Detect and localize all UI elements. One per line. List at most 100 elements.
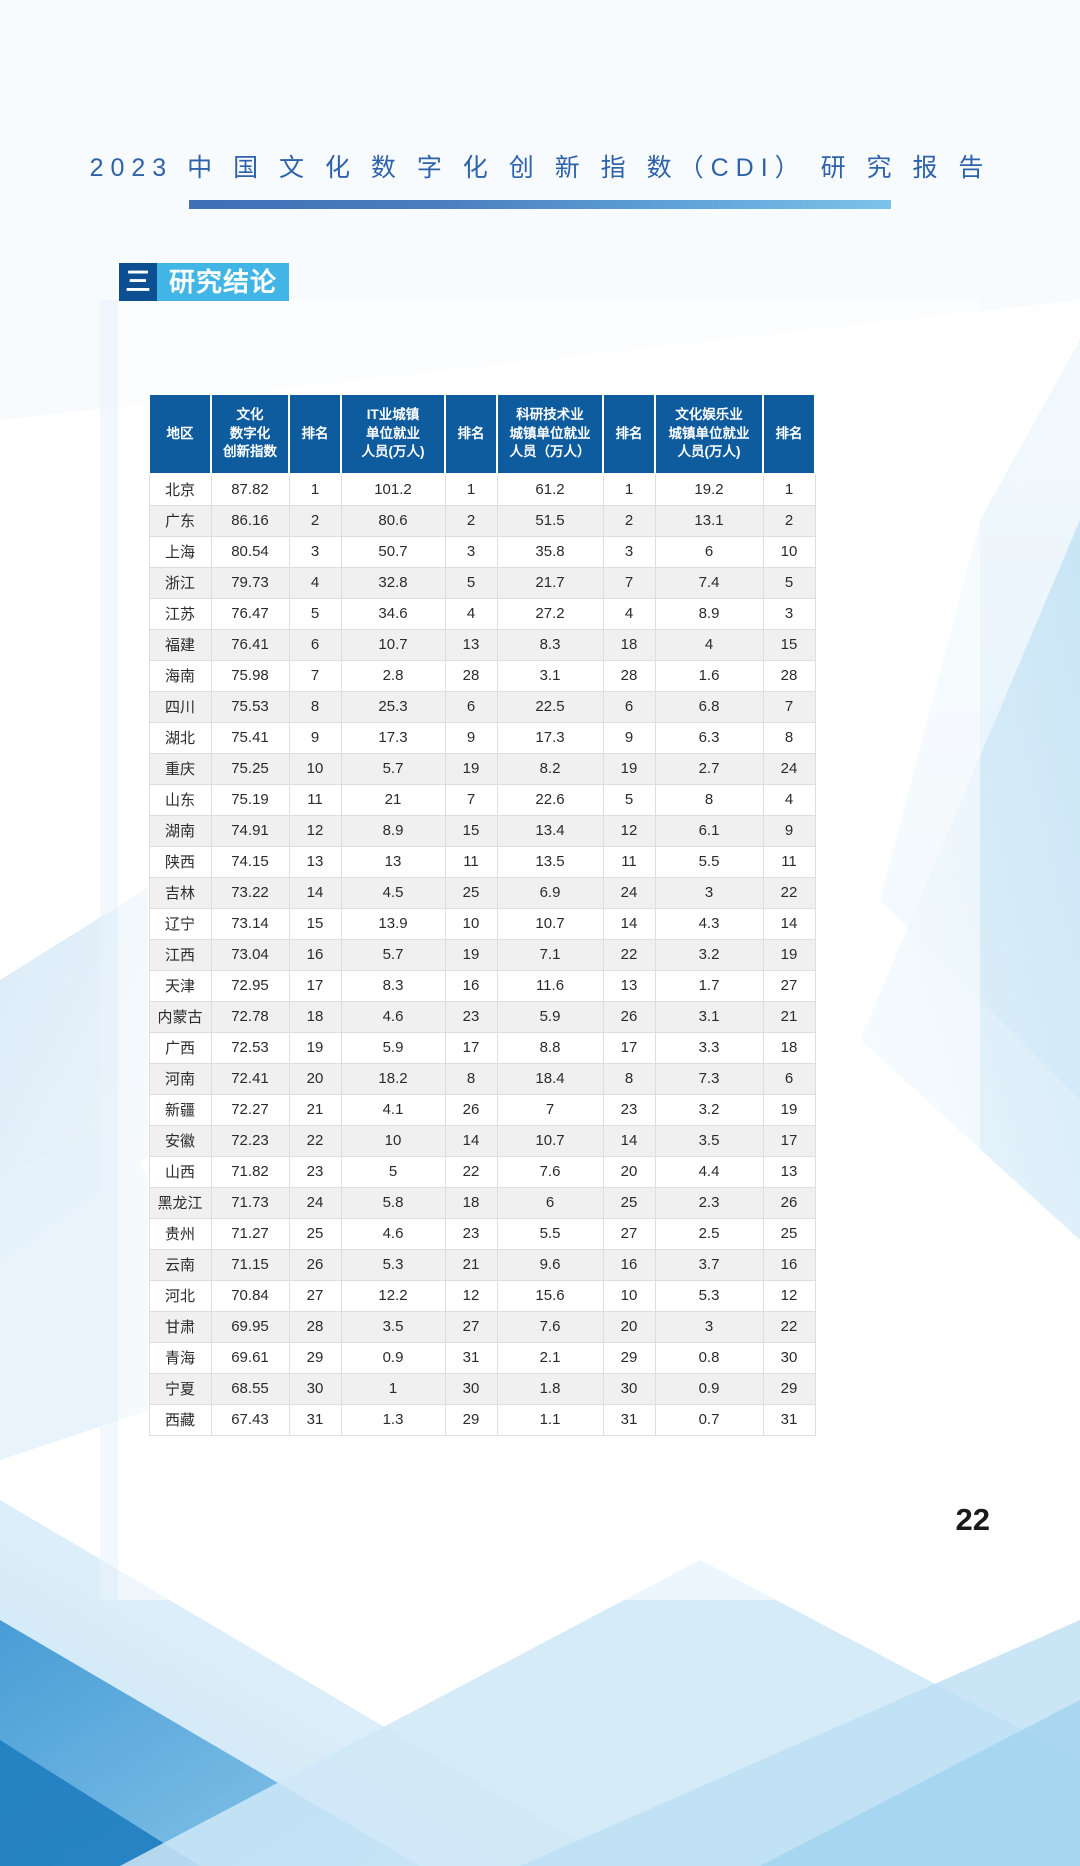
cell-value: 25: [288, 1217, 342, 1250]
table-row: 陕西 74.15 13 13 11 13.5 11 5.5 11: [148, 845, 816, 878]
cell-value: 7.6: [496, 1155, 604, 1188]
header-divider-rule: [189, 200, 891, 209]
cell-value: 13.4: [496, 814, 604, 847]
cell-value: 3.1: [654, 1000, 764, 1033]
cell-value: 25: [762, 1217, 816, 1250]
cell-value: 28: [602, 659, 656, 692]
cell-value: 25: [444, 876, 498, 909]
cell-value: 80.54: [210, 535, 290, 568]
cell-value: 5: [444, 566, 498, 599]
cell-value: 4.4: [654, 1155, 764, 1188]
cell-value: 10: [762, 535, 816, 568]
cell-value: 27: [288, 1279, 342, 1312]
table-row: 河南 72.41 20 18.2 8 18.4 8 7.3 6: [148, 1062, 816, 1095]
cell-value: 73.04: [210, 938, 290, 971]
cell-value: 24: [762, 752, 816, 785]
column-header-line: 单位就业: [366, 425, 420, 441]
cell-region: 贵州: [148, 1217, 212, 1250]
cell-value: 3.3: [654, 1031, 764, 1064]
column-header-line: 文化娱乐业: [675, 407, 743, 422]
cell-value: 5: [602, 783, 656, 816]
cell-value: 0.8: [654, 1341, 764, 1374]
cell-value: 10: [602, 1279, 656, 1312]
column-header-line: 数字化: [229, 425, 271, 441]
column-header-4: 排名: [444, 393, 498, 475]
cell-value: 26: [762, 1186, 816, 1219]
cell-value: 8.3: [340, 969, 446, 1002]
cell-value: 61.2: [496, 473, 604, 506]
cell-value: 11: [444, 845, 498, 878]
cell-region: 海南: [148, 659, 212, 692]
cell-value: 5.5: [496, 1217, 604, 1250]
cell-value: 72.78: [210, 1000, 290, 1033]
cell-value: 3.2: [654, 1093, 764, 1126]
cell-value: 13: [444, 628, 498, 661]
cell-value: 7.4: [654, 566, 764, 599]
cell-region: 重庆: [148, 752, 212, 785]
cell-value: 4: [444, 597, 498, 630]
column-header-line: 人员(万人): [677, 444, 741, 460]
cell-region: 北京: [148, 473, 212, 506]
cell-region: 湖北: [148, 721, 212, 754]
cell-value: 31: [288, 1403, 342, 1436]
cell-value: 2.3: [654, 1186, 764, 1219]
cell-value: 13: [340, 845, 446, 878]
cell-value: 16: [288, 938, 342, 971]
column-header-8: 排名: [762, 393, 816, 475]
table-row: 山东 75.19 11 21 7 22.6 5 8 4: [148, 783, 816, 816]
table-row: 云南 71.15 26 5.3 21 9.6 16 3.7 16: [148, 1248, 816, 1281]
cell-value: 0.9: [340, 1341, 446, 1374]
cell-value: 75.25: [210, 752, 290, 785]
cell-value: 34.6: [340, 597, 446, 630]
cell-value: 3: [762, 597, 816, 630]
cell-value: 4: [762, 783, 816, 816]
cell-value: 10.7: [496, 907, 604, 940]
cell-value: 8: [288, 690, 342, 723]
cell-value: 13: [762, 1155, 816, 1188]
cell-value: 50.7: [340, 535, 446, 568]
cell-value: 2.5: [654, 1217, 764, 1250]
cell-value: 4.6: [340, 1000, 446, 1033]
column-header-5: 科研技术业 城镇单位就业 人员（万人）: [496, 393, 604, 475]
cell-value: 32.8: [340, 566, 446, 599]
table-row: 四川 75.53 8 25.3 6 22.5 6 6.8 7: [148, 690, 816, 723]
cell-value: 67.43: [210, 1403, 290, 1436]
cell-value: 75.98: [210, 659, 290, 692]
cell-value: 75.19: [210, 783, 290, 816]
cell-value: 72.95: [210, 969, 290, 1002]
column-header-line: 创新指数: [223, 444, 277, 460]
cell-value: 70.84: [210, 1279, 290, 1312]
cell-value: 76.47: [210, 597, 290, 630]
cell-region: 新疆: [148, 1093, 212, 1126]
cell-value: 26: [444, 1093, 498, 1126]
cell-region: 福建: [148, 628, 212, 661]
cell-value: 7: [444, 783, 498, 816]
cell-value: 17: [444, 1031, 498, 1064]
cell-value: 3.1: [496, 659, 604, 692]
cell-value: 23: [444, 1217, 498, 1250]
cell-value: 22.5: [496, 690, 604, 723]
cell-value: 73.22: [210, 876, 290, 909]
cell-region: 浙江: [148, 566, 212, 599]
cell-value: 8.9: [654, 597, 764, 630]
cell-value: 8.3: [496, 628, 604, 661]
cell-value: 68.55: [210, 1372, 290, 1405]
cell-value: 3: [444, 535, 498, 568]
table-body: 北京 87.82 1 101.2 1 61.2 1 19.2 1 广东 86.16 2 80.6 2 51.…: [148, 473, 816, 1436]
cell-region: 宁夏: [148, 1372, 212, 1405]
cell-value: 18: [288, 1000, 342, 1033]
cell-value: 74.15: [210, 845, 290, 878]
cell-value: 14: [444, 1124, 498, 1157]
cell-value: 4.1: [340, 1093, 446, 1126]
table-row: 浙江 79.73 4 32.8 5 21.7 7 7.4 5: [148, 566, 816, 599]
cell-value: 5: [288, 597, 342, 630]
cell-region: 黑龙江: [148, 1186, 212, 1219]
column-header-line: 城镇单位就业: [668, 425, 750, 441]
cell-region: 河南: [148, 1062, 212, 1095]
cell-value: 8: [654, 783, 764, 816]
cell-value: 87.82: [210, 473, 290, 506]
cell-value: 16: [762, 1248, 816, 1281]
cell-value: 15: [288, 907, 342, 940]
cell-value: 71.27: [210, 1217, 290, 1250]
